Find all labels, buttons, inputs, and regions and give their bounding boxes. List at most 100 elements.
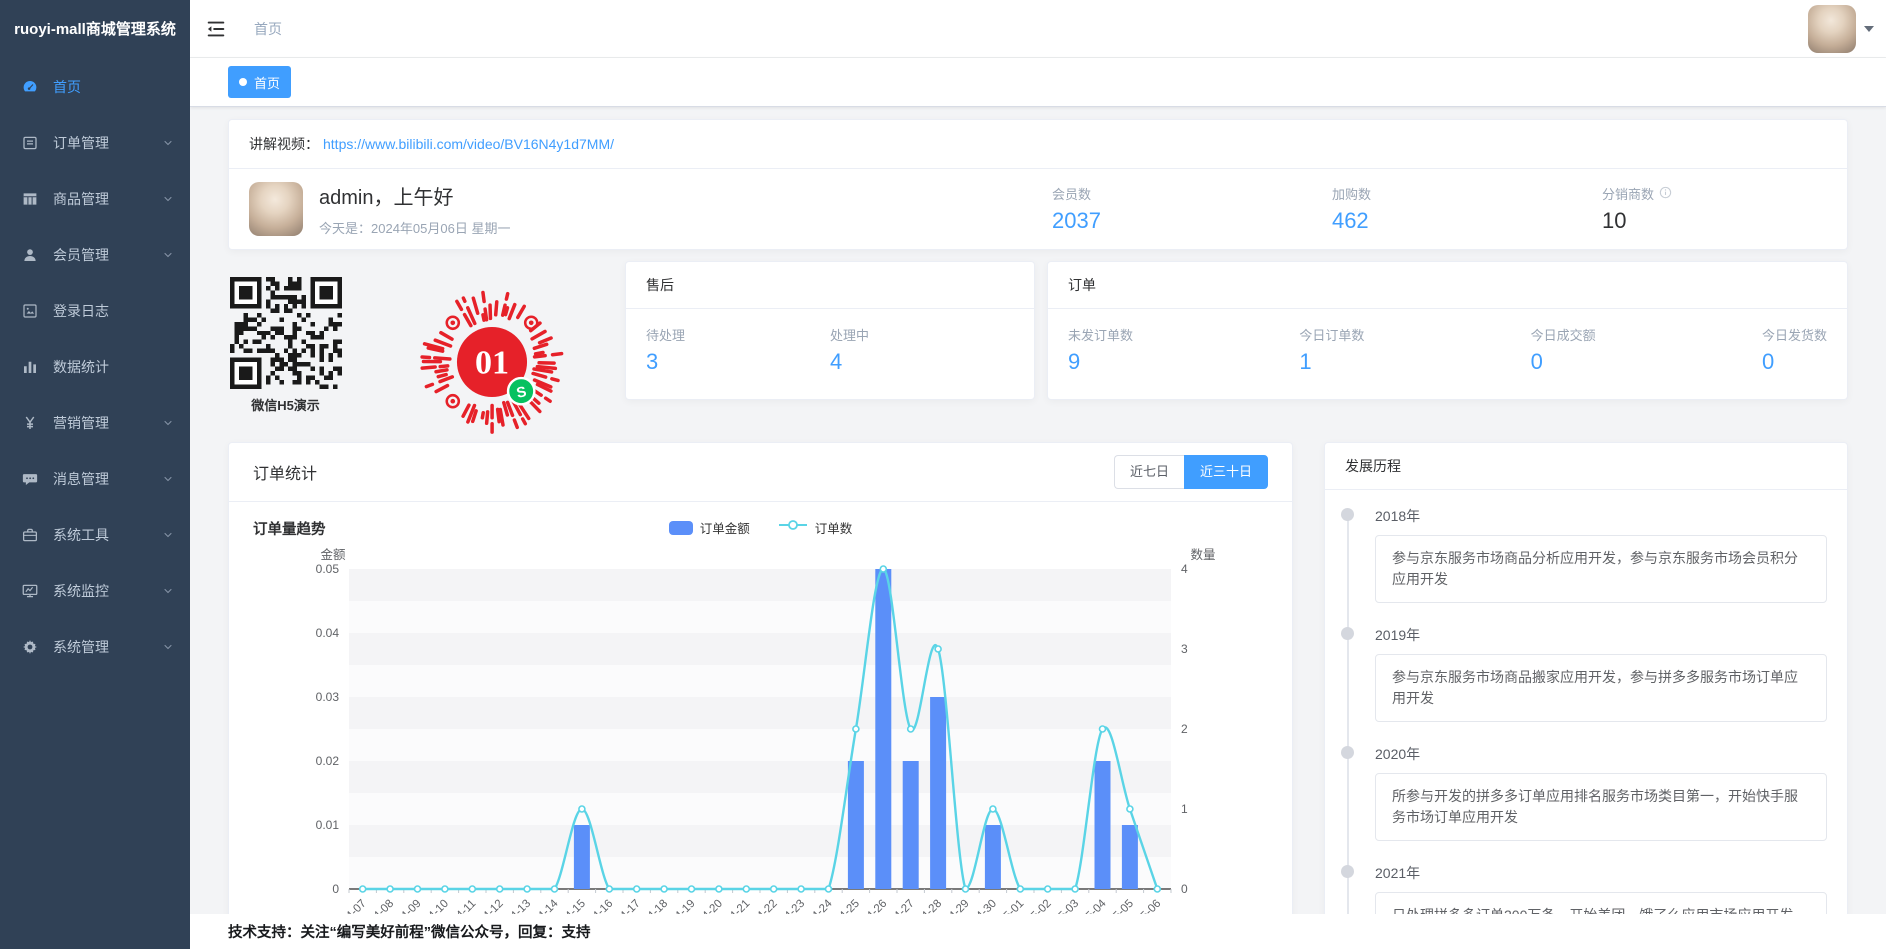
wechat-h5-qr-block: 微信H5演示 [228,277,343,414]
stat-label: 处理中 [830,328,870,343]
svg-text:04-30: 04-30 [970,898,999,914]
order-icon [20,133,40,153]
wechat-h5-qr-label: 微信H5演示 [251,398,320,413]
timeline-year: 2020年 [1375,746,1421,762]
marketing-icon [20,413,40,433]
svg-text:0.02: 0.02 [316,754,340,768]
svg-text:0.05: 0.05 [316,562,340,576]
history-card-title: 发展历程 [1325,443,1847,490]
svg-text:05-04: 05-04 [1079,897,1109,914]
sidebar-menu: 首页订单管理 商品管理 会员管理登录日志数据统计营销管理消息管理 系统工具系统监控系统… [0,59,190,675]
sidebar-item-monitor[interactable]: 系统监控 [0,563,190,619]
info-icon[interactable] [1659,186,1672,202]
aftersale-card: 售后 待处理 3 处理中 4 [625,261,1035,400]
stat-value: 2037 [1052,208,1101,233]
history-card: 发展历程 2018年 参与京东服务市场商品分析应用开发，参与京东服务市场会员积分应… [1324,442,1848,914]
tag-label: 首页 [254,75,281,91]
sidebar-item-label: 营销管理 [53,415,109,431]
user-avatar[interactable] [1808,5,1856,53]
greeting-avatar [249,182,303,236]
sidebar-item-goods[interactable]: 商品管理 [0,171,190,227]
order-card-title: 订单 [1048,262,1847,309]
sidebar-item-marketing[interactable]: 营销管理 [0,395,190,451]
stat-今日发货数: 今日发货数 0 [1762,325,1827,375]
svg-text:0.01: 0.01 [316,818,340,832]
footer: 技术支持：关注“编写美好前程”微信公众号，回复：支持 [190,914,1886,949]
timeline: 2018年 参与京东服务市场商品分析应用开发，参与京东服务市场会员积分应用开发 20… [1341,490,1847,914]
svg-text:0: 0 [332,882,339,896]
legend-item-line[interactable]: 订单数 [778,518,852,537]
sidebar-item-label: 首页 [53,79,81,95]
timeline-item-2019: 2019年 参与京东服务市场商品搬家应用开发，参与拼多多服务市场订单应用开发 [1341,625,1827,722]
sidebar-item-label: 登录日志 [53,303,109,319]
user-menu-caret-icon[interactable] [1864,26,1874,32]
svg-text:04-11: 04-11 [450,898,479,914]
stat-label: 今日订单数 [1299,328,1365,343]
sidebar-item-label: 系统监控 [53,583,109,599]
range-button-30d[interactable]: 近三十日 [1183,455,1268,489]
order-card: 订单 未发订单数 9 今日订单数 1 今日成交额 0 今日发货数 0 [1047,261,1848,400]
svg-text:04-20: 04-20 [696,898,725,914]
collapse-sidebar-icon[interactable] [204,17,228,41]
stat-label: 今日发货数 [1761,328,1827,343]
svg-text:04-28: 04-28 [915,898,944,914]
sidebar-item-dashboard[interactable]: 首页 [0,59,190,115]
chevron-down-icon [162,529,174,541]
statistics-icon [20,357,40,377]
sidebar-item-tool[interactable]: 系统工具 [0,507,190,563]
svg-text:04-15: 04-15 [559,898,588,914]
range-button-7d[interactable]: 近七日 [1113,455,1184,489]
svg-text:04-24: 04-24 [805,897,835,914]
svg-text:04-26: 04-26 [860,898,889,914]
svg-text:05-01: 05-01 [997,898,1026,914]
svg-text:04-16: 04-16 [586,898,615,914]
legend-label: 订单金额 [699,522,750,536]
dashboard-icon [20,77,40,97]
chart-subtitle: 订单量趋势 [253,522,326,538]
svg-text:金额: 金额 [320,547,346,562]
timeline-dot-icon [1341,627,1354,640]
stat-value: 0 [1530,349,1543,374]
top-navbar: 首页 [190,0,1886,58]
wechat-miniprogram-qr-code: 01 S [419,289,565,440]
svg-text:0: 0 [1181,882,1188,896]
sidebar-item-system[interactable]: 系统管理 [0,619,190,675]
svg-text:05-05: 05-05 [1107,898,1136,914]
footer-text: 技术支持：关注“编写美好前程”微信公众号，回复：支持 [228,925,591,941]
svg-text:04-25: 04-25 [833,898,862,914]
stat-label: 会员数 [1052,187,1092,202]
sidebar-item-message[interactable]: 消息管理 [0,451,190,507]
timeline-item-2021: 2021年日处理拼多多订单200万条，开始美团、饿了么应用市场应用开发 [1341,863,1827,914]
legend-item-bar[interactable]: 订单金额 [668,518,750,537]
sidebar-item-member[interactable]: 会员管理 [0,227,190,283]
stat-label: 待处理 [646,328,686,343]
sidebar-item-order[interactable]: 订单管理 [0,115,190,171]
svg-text:04-21: 04-21 [723,898,752,914]
stat-value: 0 [1761,349,1775,374]
stat-label: 未发订单数 [1068,328,1134,343]
member-icon [20,245,40,265]
svg-text:0.03: 0.03 [316,690,340,704]
svg-text:04-27: 04-27 [888,898,917,914]
chart-body: 订单量趋势 订单金额 订单数 金额 数量 0 0.01 0.02 0.03 0.04 0.05 0… [229,502,1292,914]
timeline-dot-icon [1341,746,1354,759]
timeline-year: 2021年 [1375,865,1421,881]
breadcrumb[interactable]: 首页 [254,20,282,37]
tag-home[interactable]: 首页 [228,66,292,98]
timeline-text: 所参与开发的拼多多订单应用排名服务市场类目第一，开始快手服务市场订单应用开发 [1375,773,1827,841]
svg-text:04-08: 04-08 [367,898,396,914]
chevron-down-icon [162,249,174,261]
main-area: 首页 首页 讲解视频： https://www.bilibili.com/vide… [190,0,1886,949]
order-stats: 未发订单数 9 今日订单数 1 今日成交额 0 今日发货数 0 [1048,309,1847,399]
chevron-down-icon [162,641,174,653]
svg-text:04-14: 04-14 [531,897,561,914]
sidebar: ruoyi-mall商城管理系统 首页 订单管理 商品管理 会员管理 登录日志 数据统计营… [0,0,190,949]
sidebar-item-label: 数据统计 [53,359,109,375]
sidebar-item-login-log[interactable]: 登录日志 [0,283,190,339]
sidebar-item-statistics[interactable]: 数据统计 [0,339,190,395]
stat-value: 4 [830,349,843,374]
goods-icon [20,189,40,209]
svg-text:04-09: 04-09 [394,898,423,914]
video-link[interactable]: https://www.bilibili.com/video/BV16N4y1d… [323,136,615,152]
svg-text:04-07: 04-07 [340,898,369,914]
